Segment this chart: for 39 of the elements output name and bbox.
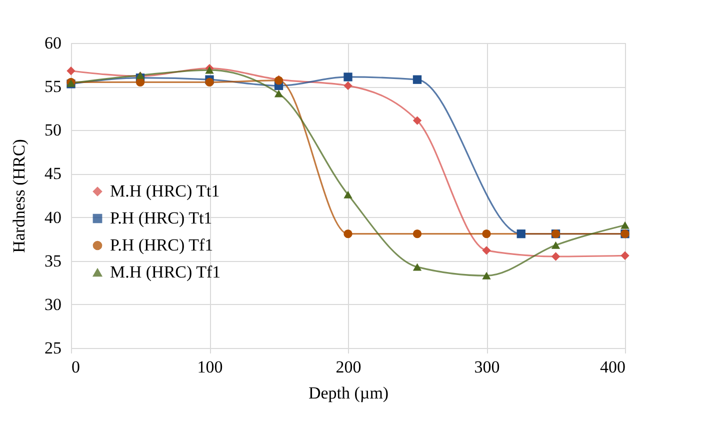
point: [412, 263, 422, 271]
point: [205, 66, 214, 74]
point: [551, 241, 560, 249]
point: [482, 230, 491, 238]
point: [344, 230, 352, 238]
x-tick-label: 200: [336, 358, 362, 376]
point: [482, 272, 491, 280]
y-tick-label: 40: [44, 208, 62, 227]
point: [551, 252, 560, 261]
x-tick-label: 400: [600, 358, 626, 376]
point: [66, 66, 76, 76]
x-tick-label: 300: [474, 358, 500, 376]
point: [274, 90, 284, 98]
legend-label: M.H (HRC) Tt1: [110, 182, 220, 200]
point: [412, 230, 422, 238]
legend-label: P.H (HRC) Tf1: [110, 236, 214, 254]
x-tick-label: 100: [197, 358, 223, 376]
y-tick-label: 25: [44, 338, 62, 358]
x-tick-label: 0: [72, 358, 80, 376]
point: [620, 251, 630, 260]
y-axis-title: Hardness (HRC): [10, 139, 28, 253]
legend-label: P.H (HRC) Tt1: [110, 208, 212, 228]
point: [344, 72, 352, 82]
point: [412, 75, 422, 84]
y-tick-label: 45: [44, 164, 62, 184]
y-tick-label: 55: [44, 77, 62, 96]
point: [516, 230, 526, 238]
legend-label: M.H (HRC) Tf1: [110, 262, 221, 282]
y-tick-label: 60: [44, 34, 62, 52]
x-axis-title: Depth (µm): [308, 384, 389, 402]
y-tick-label: 50: [44, 120, 62, 140]
y-tick-label: 35: [44, 251, 62, 270]
point: [412, 116, 422, 125]
y-tick-label: 30: [44, 294, 62, 314]
point: [344, 81, 352, 90]
point: [344, 190, 352, 198]
point: [205, 78, 214, 87]
point: [620, 221, 630, 229]
point: [482, 246, 491, 255]
